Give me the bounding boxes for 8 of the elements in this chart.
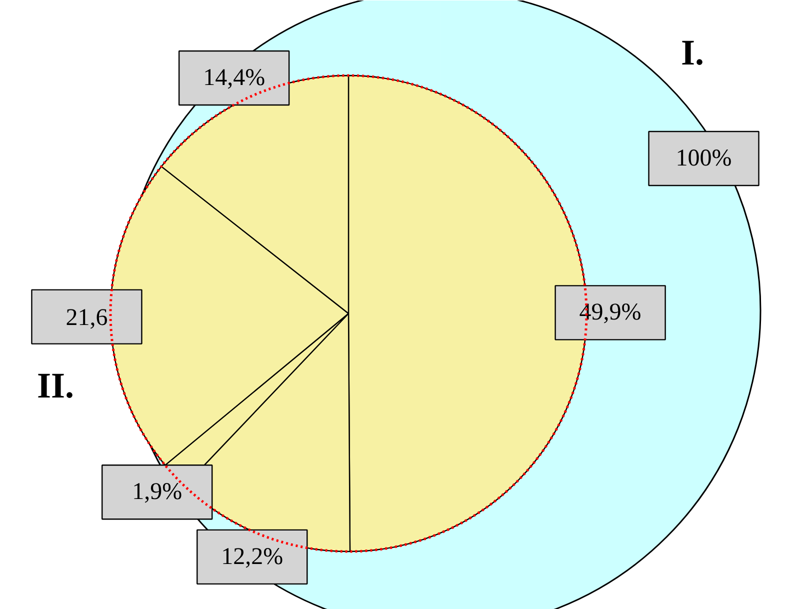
data-label: 100%: [676, 146, 732, 172]
data-label: 1,9%: [132, 479, 182, 506]
data-label: 12,2%: [221, 544, 284, 570]
data-label: 21,6: [66, 304, 108, 331]
data-label: 14,4%: [203, 65, 266, 92]
text: I.: [680, 32, 704, 72]
data-label: 49,9%: [579, 300, 642, 326]
text: II.: [36, 366, 74, 406]
